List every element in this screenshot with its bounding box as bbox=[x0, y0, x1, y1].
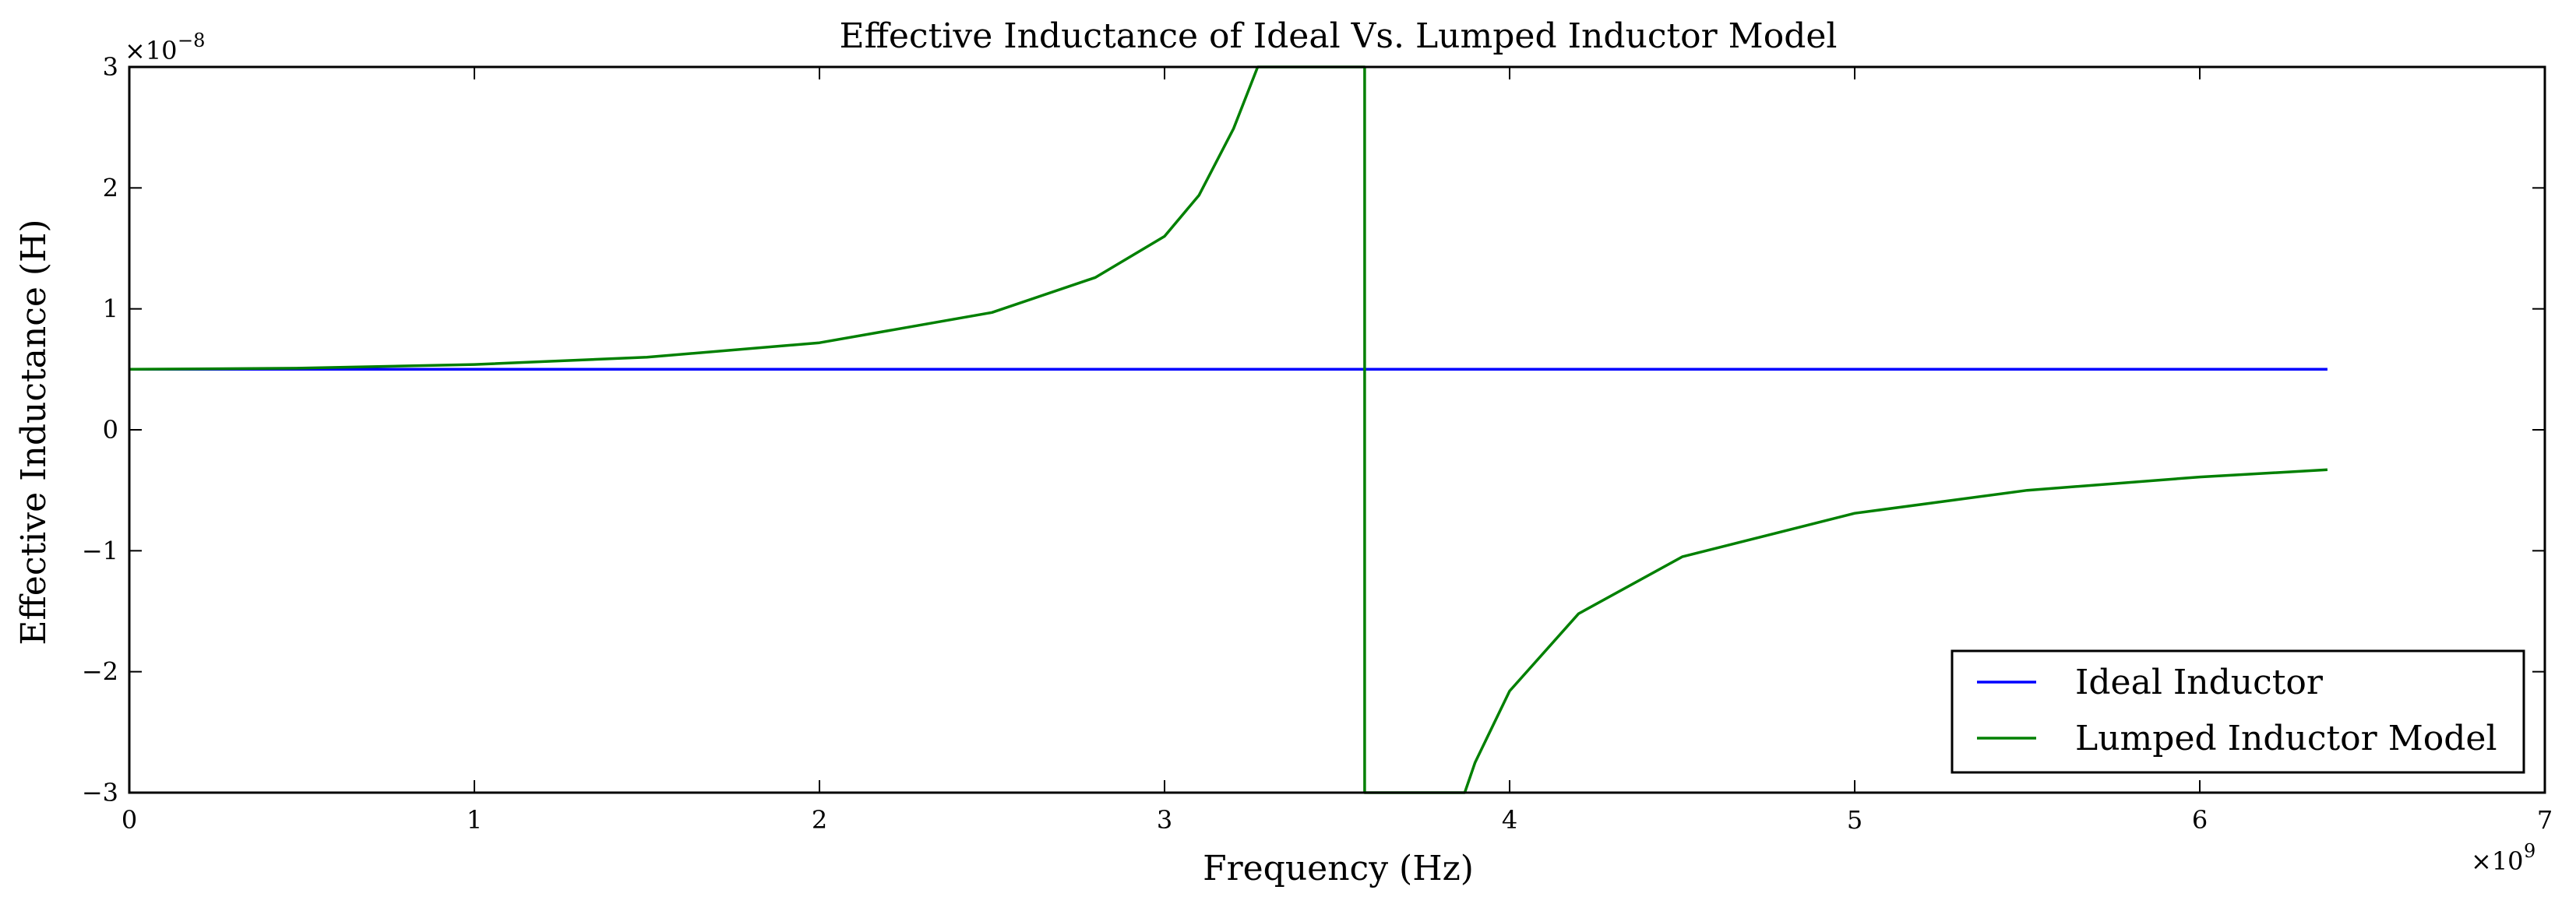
legend-label-2: Lumped Inductor Model bbox=[2075, 719, 2497, 758]
x-tick-label: 7 bbox=[2537, 805, 2553, 835]
y-tick-label: 2 bbox=[103, 173, 118, 202]
x-scale-factor: ×10 9 bbox=[2471, 840, 2535, 876]
x-tick-label: 0 bbox=[122, 805, 137, 835]
x-tick-label: 5 bbox=[1847, 805, 1862, 835]
x-tick-label: 3 bbox=[1157, 805, 1172, 835]
x-scale-base: ×10 bbox=[2471, 846, 2524, 876]
y-axis-label: Effective Inductance (H) bbox=[14, 219, 54, 645]
y-tick-label: −1 bbox=[82, 536, 118, 565]
x-tick-label: 2 bbox=[812, 805, 827, 835]
x-tick-label: 4 bbox=[1502, 805, 1517, 835]
y-scale-factor: ×10 −8 bbox=[125, 30, 205, 65]
axis-ticks: 0 1 2 3 4 5 6 7 −3 −2 −1 0 1 2 3 bbox=[82, 52, 2553, 835]
chart-title: Effective Inductance of Ideal Vs. Lumped… bbox=[840, 16, 1838, 56]
y-tick-label: −3 bbox=[82, 778, 118, 807]
x-tick-label: 6 bbox=[2192, 805, 2208, 835]
y-tick-label: 3 bbox=[103, 52, 118, 82]
y-tick-label: 1 bbox=[103, 294, 118, 324]
y-scale-exponent: −8 bbox=[178, 30, 205, 51]
legend: Ideal Inductor Lumped Inductor Model bbox=[1951, 649, 2525, 774]
x-scale-exponent: 9 bbox=[2524, 840, 2535, 862]
y-scale-base: ×10 bbox=[125, 36, 178, 65]
legend-label-1: Ideal Inductor bbox=[2075, 663, 2324, 702]
x-tick-label: 1 bbox=[467, 805, 482, 835]
y-tick-label: 0 bbox=[103, 415, 118, 445]
legend-box bbox=[1951, 649, 2525, 774]
y-tick-label: −2 bbox=[82, 657, 118, 687]
plot-frame bbox=[128, 65, 2546, 794]
x-axis-label: Frequency (Hz) bbox=[1203, 849, 1474, 888]
